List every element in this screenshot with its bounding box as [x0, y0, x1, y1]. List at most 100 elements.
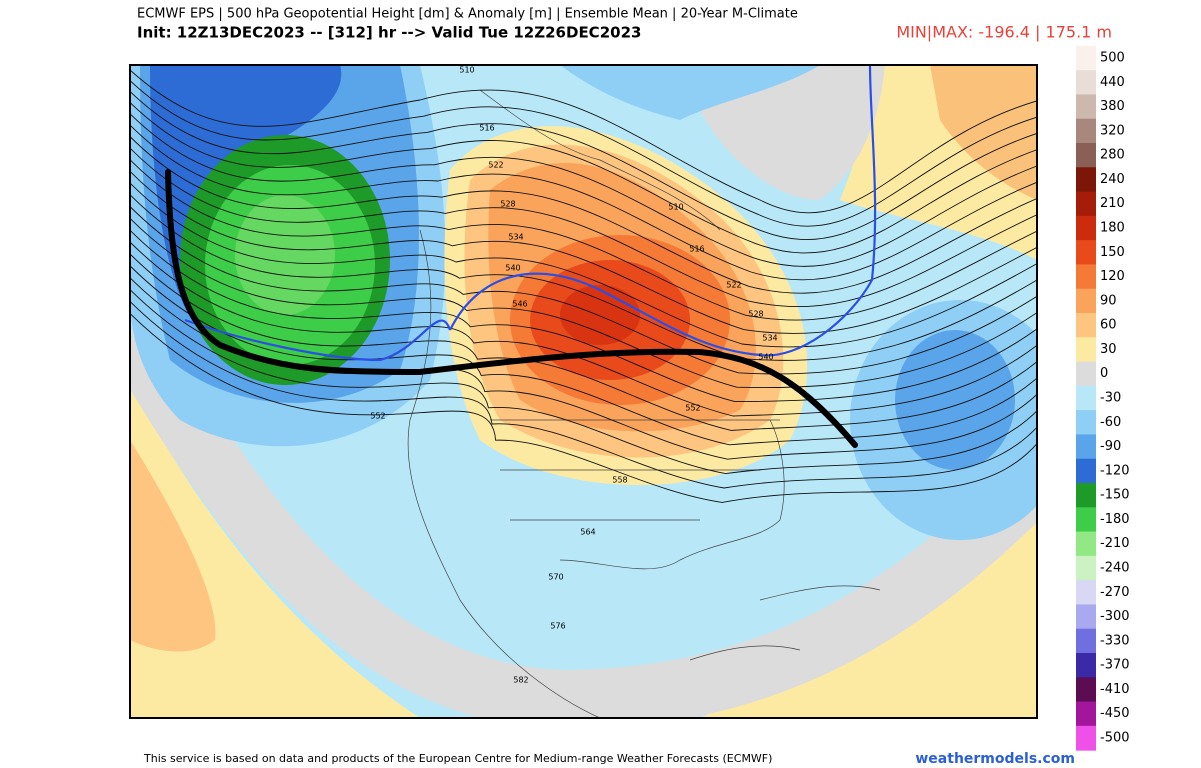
contour-line	[130, 312, 1037, 503]
legend-swatch	[1076, 410, 1096, 435]
legend-swatch	[1076, 531, 1096, 557]
footer-notice: This service is based on data and produc…	[143, 752, 772, 765]
contour-line	[130, 194, 1037, 361]
legend-label: 280	[1100, 148, 1125, 163]
legend: 500 440 380 320 280 240 210 180 150 120 90 60 30 0 -30…	[1076, 45, 1130, 751]
legend-swatch	[1076, 580, 1096, 605]
contour-line	[130, 289, 1037, 475]
legend-swatch	[1076, 628, 1096, 654]
legend-label: 320	[1100, 123, 1125, 138]
legend-label: 210	[1100, 196, 1125, 211]
legend-swatch	[1076, 701, 1096, 727]
contour-label: 552	[370, 412, 385, 421]
title: ECMWF EPS | 500 hPa Geopotential Height …	[137, 7, 798, 22]
contour-line	[130, 300, 1037, 489]
legend-label: -240	[1100, 561, 1130, 576]
contour-line	[130, 205, 1037, 375]
legend-label: -300	[1100, 609, 1130, 624]
contour-line	[130, 158, 1037, 321]
legend-swatch	[1076, 191, 1096, 217]
legend-swatch	[1076, 361, 1096, 387]
legend-swatch	[1076, 118, 1096, 144]
contour-label: 570	[548, 573, 563, 582]
legend-swatch	[1076, 555, 1096, 581]
contour-label: 540	[758, 353, 773, 362]
minmax: MIN|MAX: -196.4 | 175.1 m	[896, 23, 1112, 42]
legend-label: 60	[1100, 318, 1117, 333]
contour-line	[130, 112, 1037, 267]
legend-label: 180	[1100, 221, 1125, 236]
legend-label: 90	[1100, 293, 1117, 308]
legend-label: -500	[1100, 731, 1130, 746]
legend-label: 0	[1100, 366, 1108, 381]
contour-label: 516	[689, 245, 704, 254]
contour-line	[130, 241, 1037, 417]
contour-line	[130, 217, 1037, 388]
contour-line	[130, 170, 1037, 334]
subtitle: Init: 12Z13DEC2023 -- [312] hr --> Valid…	[137, 24, 641, 42]
legend-swatch	[1076, 434, 1096, 460]
contour-line	[130, 79, 1037, 227]
legend-swatch	[1076, 507, 1096, 533]
contour-label: 522	[488, 161, 503, 170]
legend-label: -270	[1100, 585, 1130, 600]
contour-label: 534	[508, 233, 523, 242]
legend-label: -150	[1100, 488, 1130, 503]
contour-label: 522	[726, 281, 741, 290]
contour-label: 528	[748, 310, 763, 319]
contour-label: 510	[668, 203, 683, 212]
legend-swatch	[1076, 725, 1096, 751]
contour-label: 528	[500, 200, 515, 209]
legend-swatch	[1076, 94, 1096, 120]
map: 510 516 522 528 534 540 546 552 558 564 570 576 582 5…	[130, 65, 1037, 718]
contour-line	[130, 229, 1037, 403]
legend-label: -60	[1100, 415, 1121, 430]
legend-label: 440	[1100, 75, 1125, 90]
legend-swatch	[1076, 240, 1096, 265]
legend-label: 240	[1100, 172, 1125, 187]
site-name: weathermodels.com	[915, 751, 1075, 767]
contour-label: 558	[612, 476, 627, 485]
legend-label: -370	[1100, 658, 1130, 673]
contour-label: 516	[479, 124, 494, 133]
contour-line	[130, 90, 1037, 240]
legend-swatch	[1076, 167, 1096, 193]
contour-line	[130, 135, 1037, 294]
contour-label: 552	[685, 404, 700, 413]
legend-swatch	[1076, 45, 1096, 71]
legend-swatch	[1076, 337, 1096, 363]
legend-label: 500	[1100, 51, 1125, 66]
legend-label: 150	[1100, 245, 1125, 260]
legend-label: 380	[1100, 99, 1125, 114]
legend-swatch	[1076, 483, 1096, 508]
legend-label: -120	[1100, 463, 1130, 478]
legend-label: 30	[1100, 342, 1117, 357]
contour-line	[130, 147, 1037, 308]
contour-label: 534	[762, 334, 777, 343]
legend-label: -210	[1100, 536, 1130, 551]
legend-swatch	[1076, 215, 1096, 241]
legend-label: 120	[1100, 269, 1125, 284]
legend-label: -410	[1100, 682, 1130, 697]
contour-line	[130, 69, 1037, 214]
legend-swatch	[1076, 653, 1096, 678]
contour-label: 576	[550, 622, 565, 631]
legend-swatch	[1076, 677, 1096, 703]
legend-swatch	[1076, 385, 1096, 411]
contour-line	[130, 253, 1037, 431]
legend-label: -180	[1100, 512, 1130, 527]
legend-label: -450	[1100, 706, 1130, 721]
legend-swatch	[1076, 264, 1096, 290]
legend-label: -90	[1100, 439, 1121, 454]
contour-line	[130, 101, 1037, 254]
contour-line	[130, 264, 1037, 446]
legend-label: -30	[1100, 391, 1121, 406]
contour-label: 510	[459, 66, 474, 75]
map-frame	[129, 64, 1038, 719]
legend-swatch	[1076, 70, 1096, 95]
legend-swatch	[1076, 143, 1096, 168]
contour-line	[130, 124, 1037, 281]
contour-label: 564	[580, 528, 595, 537]
legend-swatch	[1076, 313, 1096, 338]
